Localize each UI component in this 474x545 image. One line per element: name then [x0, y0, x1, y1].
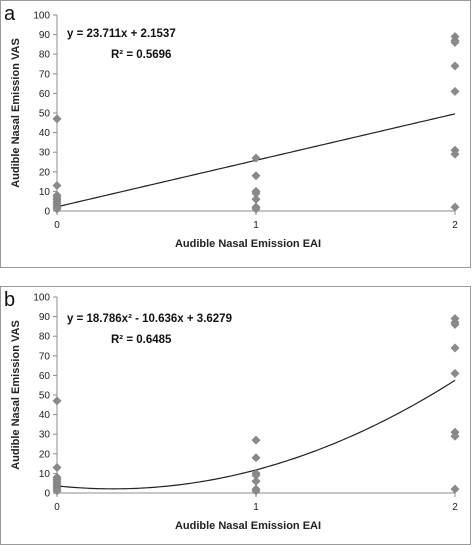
- panel-a-x-tick-label: 0: [54, 220, 60, 231]
- panel-a-x-tick-label: 1: [253, 220, 259, 231]
- panel-a-y-tick-label: 0: [44, 207, 50, 218]
- panel-a-data-point: [450, 86, 460, 96]
- panel-b-y-tick-label: 20: [39, 449, 51, 460]
- panel-a-data-point: [52, 114, 62, 124]
- panel-b-letter: b: [4, 289, 15, 311]
- panel-a-y-tick-label: 80: [39, 50, 51, 61]
- panel-b-data-point: [52, 462, 62, 473]
- panel-a-data-point: [251, 194, 261, 204]
- panel-a-y-tick-label: 10: [39, 187, 51, 198]
- panel-b-data-point: [450, 484, 460, 494]
- panel-a-data-point: [450, 37, 460, 47]
- panel-a-data-point: [251, 204, 261, 214]
- panel-a-data-point: [450, 149, 460, 159]
- panel-a-x-tick-label: 2: [452, 220, 458, 231]
- panel-b-y-tick-label: 70: [39, 351, 51, 362]
- panel-b-x-tick-label: 1: [253, 502, 259, 513]
- panel-b-r-squared: R² = 0.6485: [111, 334, 172, 346]
- panel-b-y-tick-label: 30: [39, 430, 51, 441]
- panel-b-y-tick-label: 0: [44, 489, 50, 500]
- panel-b-y-tick-label: 60: [39, 371, 51, 382]
- panel-a-data-point: [52, 204, 62, 214]
- panel-a-y-tick-label: 70: [39, 69, 51, 80]
- panel-b-data-point: [450, 431, 460, 441]
- panel-a-frame: [0, 0, 471, 268]
- panel-a-y-tick-label: 100: [33, 11, 50, 22]
- panel-a-data-point: [450, 61, 460, 71]
- panel-b-data-point: [450, 319, 460, 329]
- panel-a-equation: y = 23.711x + 2.1537: [67, 28, 176, 40]
- panel-a-y-tick-label: 90: [39, 30, 51, 41]
- panel-a-y-tick-label: 30: [39, 148, 51, 159]
- panel-a-data-point: [450, 202, 460, 212]
- panel-a-y-tick-label: 40: [39, 128, 51, 139]
- panel-b-data-point: [251, 453, 261, 463]
- panel-b-data-point: [450, 343, 460, 353]
- panel-b-frame: [0, 286, 471, 545]
- panel-a-data-point: [251, 153, 261, 163]
- panel-b-x-tick-label: 0: [54, 502, 60, 513]
- panel-b-y-tick-label: 10: [39, 469, 51, 480]
- panel-b-y-tick-label: 90: [39, 312, 51, 323]
- panel-a-data-point: [52, 180, 62, 191]
- panel-a-y-axis-label: Audible Nasal Emission VAS: [10, 38, 22, 188]
- panel-b-y-tick-label: 50: [39, 391, 51, 402]
- panel-b-data-point: [450, 368, 460, 378]
- panel-a-letter: a: [4, 3, 16, 25]
- panel-b-y-axis-label: Audible Nasal Emission VAS: [10, 320, 22, 470]
- panel-b-y-tick-label: 100: [33, 293, 50, 304]
- panel-b-y-tick-label: 80: [39, 332, 51, 343]
- panel-a-r-squared: R² = 0.5696: [111, 49, 171, 61]
- panel-a-x-axis-label: Audible Nasal Emission EAI: [175, 238, 321, 250]
- panel-b-data-point: [52, 486, 62, 496]
- panel-b-y-tick-label: 40: [39, 410, 51, 421]
- panel-a-data-point: [251, 171, 261, 181]
- panel-b-data-point: [251, 435, 261, 445]
- panel-b-x-axis-label: Audible Nasal Emission EAI: [175, 520, 321, 532]
- panel-b-x-tick-label: 2: [452, 502, 458, 513]
- panel-b-data-point: [52, 396, 62, 406]
- panel-b-equation: y = 18.786x² - 10.636x + 3.6279: [67, 313, 232, 325]
- panel-a-y-tick-label: 20: [39, 167, 51, 178]
- panel-a-y-tick-label: 60: [39, 89, 51, 100]
- panel-b-data-point: [251, 476, 261, 486]
- panel-a-y-tick-label: 50: [39, 109, 51, 120]
- panel-b-data-point: [251, 486, 261, 496]
